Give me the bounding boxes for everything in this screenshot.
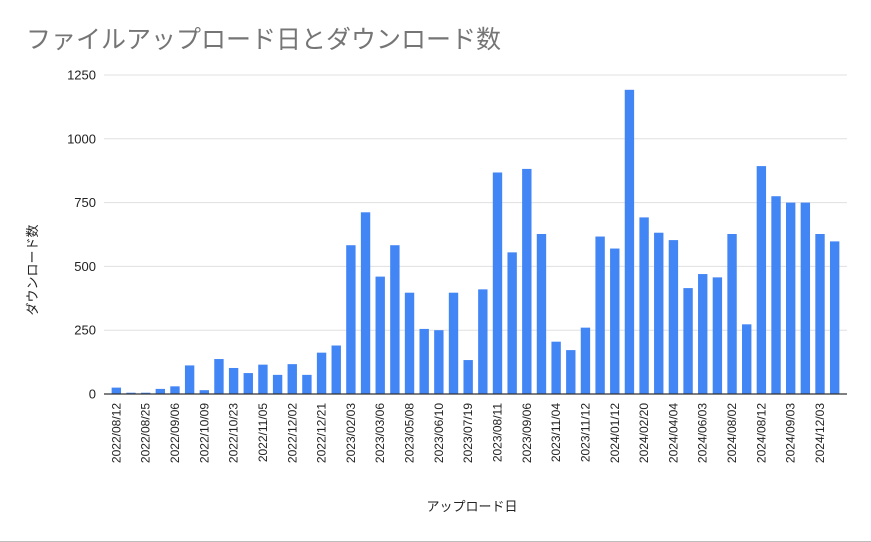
bar[interactable] [199, 390, 209, 394]
x-tick-label: 2023/02/03 [344, 403, 358, 463]
x-tick-label: 2022/10/09 [197, 403, 211, 463]
x-tick-label: 2022/12/02 [285, 403, 299, 463]
y-tick-label: 1000 [67, 131, 96, 146]
x-tick-label: 2024/01/12 [608, 403, 622, 463]
x-tick-label: 2023/06/10 [432, 403, 446, 463]
bar[interactable] [272, 374, 283, 394]
x-tick-label: 2023/03/06 [373, 403, 387, 463]
bar[interactable] [639, 217, 649, 394]
bar[interactable] [668, 240, 679, 394]
bar[interactable] [800, 202, 811, 394]
bar[interactable] [786, 202, 796, 394]
bar[interactable] [551, 341, 561, 394]
bar[interactable] [184, 365, 195, 394]
bar[interactable] [155, 388, 165, 394]
x-axis-label: アップロード日 [426, 500, 517, 515]
y-axis-label: ダウンロード数 [26, 224, 41, 315]
bar[interactable] [478, 289, 488, 394]
bar[interactable] [434, 330, 444, 394]
bar[interactable] [595, 236, 605, 394]
x-tick-label: 2024/06/03 [696, 403, 710, 463]
x-tick-label: 2023/11/12 [578, 403, 592, 462]
bar[interactable] [287, 364, 297, 394]
bar[interactable] [566, 350, 576, 394]
bar[interactable] [390, 245, 400, 394]
x-tick-label: 2022/12/21 [315, 403, 329, 463]
bar[interactable] [111, 387, 122, 394]
y-tick-label: 1250 [67, 68, 96, 83]
bar[interactable] [756, 166, 767, 394]
bar[interactable] [536, 233, 547, 394]
y-tick-label: 750 [74, 195, 96, 210]
bar[interactable] [771, 196, 781, 394]
bar[interactable] [829, 241, 840, 394]
bar[interactable] [522, 168, 532, 394]
x-tick-label: 2022/09/06 [168, 403, 182, 463]
bar[interactable] [258, 364, 268, 394]
y-tick-label: 0 [89, 387, 96, 402]
bar[interactable] [654, 232, 664, 394]
bar[interactable] [346, 245, 356, 394]
y-tick-label: 500 [74, 259, 96, 274]
bar[interactable] [507, 252, 517, 394]
bar[interactable] [580, 327, 591, 394]
x-tick-label: 2023/07/19 [461, 403, 475, 463]
bar[interactable] [610, 248, 620, 394]
axes: 0 250 500 750 1000 1250 2022/08/12 2022/08/25 20… [67, 68, 847, 463]
bar[interactable] [712, 277, 723, 394]
bar[interactable] [448, 292, 459, 394]
x-tick-label: 2022/11/05 [256, 403, 270, 462]
bar[interactable] [331, 345, 341, 394]
x-tick-label: 2024/08/02 [725, 403, 739, 463]
bar[interactable] [243, 373, 253, 394]
chart-title: ファイルアップロード日とダウンロード数 [26, 25, 502, 54]
bar[interactable] [683, 288, 693, 394]
gridlines [104, 74, 847, 331]
bar[interactable] [140, 392, 151, 394]
bar[interactable] [463, 360, 473, 394]
x-tick-label: 2023/09/06 [520, 403, 534, 463]
x-tick-label: 2022/08/25 [139, 403, 153, 463]
x-tick-label: 2024/04/04 [666, 403, 680, 463]
bar[interactable] [360, 212, 371, 394]
x-tick-label: 2023/05/08 [403, 403, 417, 463]
bar[interactable] [727, 233, 737, 394]
bar[interactable] [624, 89, 635, 395]
bar[interactable] [492, 172, 503, 394]
bar[interactable] [419, 328, 429, 394]
y-tick-label: 250 [74, 323, 96, 338]
bar[interactable] [375, 276, 385, 394]
x-tick-label: 2022/10/23 [227, 403, 241, 463]
bar[interactable] [228, 367, 239, 394]
x-tick-label: 2023/11/04 [549, 403, 563, 462]
x-tick-label: 2024/09/03 [784, 403, 798, 463]
x-tick-label: 2023/08/11 [490, 403, 504, 462]
bar[interactable] [316, 352, 327, 394]
bar[interactable] [214, 359, 224, 394]
x-tick-label: 2024/02/20 [637, 403, 651, 463]
bar[interactable] [170, 386, 180, 394]
bar[interactable] [404, 292, 415, 394]
bar[interactable] [126, 392, 136, 394]
x-tick-label: 2022/08/12 [109, 403, 123, 463]
x-tick-label: 2024/12/03 [813, 403, 827, 463]
bar[interactable] [302, 374, 312, 394]
bar[interactable] [698, 274, 708, 394]
bar[interactable] [815, 233, 825, 394]
bar[interactable] [742, 324, 752, 394]
x-tick-label: 2024/08/12 [754, 403, 768, 463]
bars [111, 89, 840, 395]
